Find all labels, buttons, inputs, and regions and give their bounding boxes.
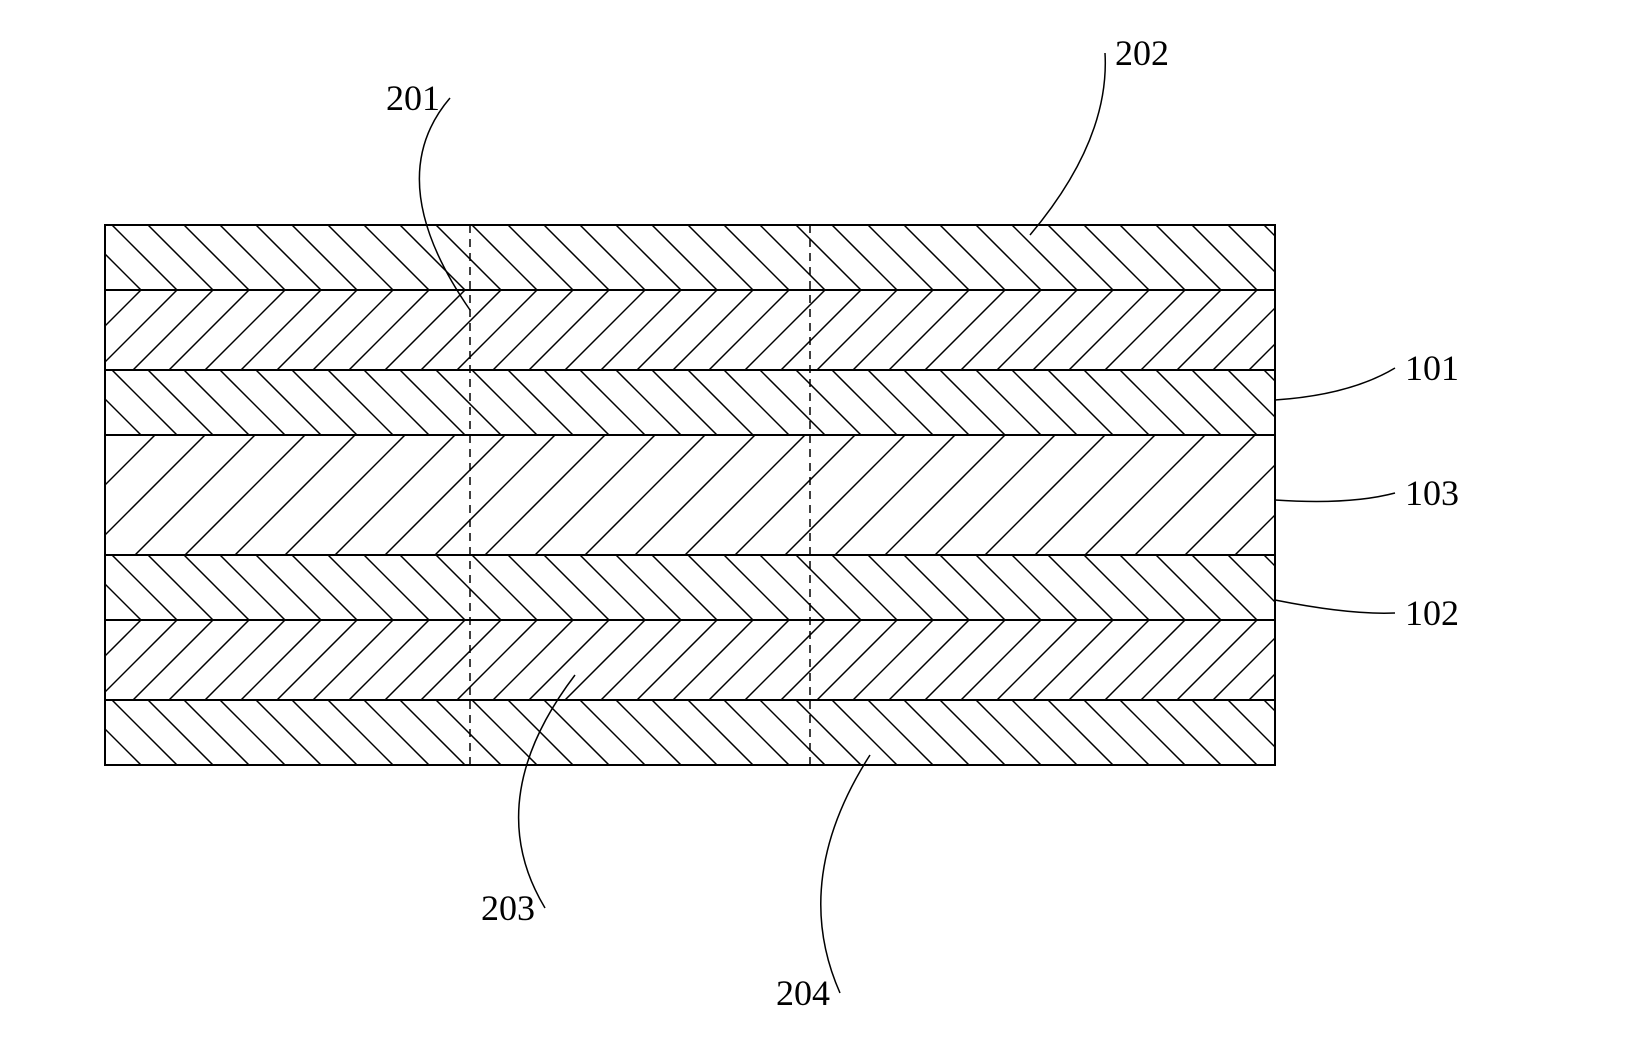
leader-203	[519, 675, 575, 908]
label-201: 201	[386, 78, 470, 310]
label-103: 103	[1275, 473, 1459, 513]
layer-L101	[4, 370, 1401, 435]
leader-101	[1275, 368, 1395, 400]
label-102: 102	[1275, 593, 1459, 633]
label-text-203: 203	[481, 888, 535, 928]
label-text-202: 202	[1115, 33, 1169, 73]
layer-L201	[0, 290, 1401, 370]
layer-L202	[4, 225, 1401, 290]
label-101: 101	[1275, 348, 1459, 400]
label-text-101: 101	[1405, 348, 1459, 388]
label-text-102: 102	[1405, 593, 1459, 633]
label-204: 204	[776, 755, 870, 1013]
layer-L204	[4, 700, 1401, 765]
leader-201	[419, 98, 470, 310]
label-text-103: 103	[1405, 473, 1459, 513]
label-text-201: 201	[386, 78, 440, 118]
leader-202	[1030, 53, 1105, 235]
leader-204	[821, 755, 870, 993]
label-202: 202	[1030, 33, 1169, 235]
leader-103	[1275, 493, 1395, 501]
leader-102	[1275, 600, 1395, 613]
layer-L203	[0, 620, 1401, 700]
layer-L102	[4, 555, 1401, 620]
layer-L103	[0, 435, 1505, 555]
label-203: 203	[481, 675, 575, 928]
label-text-204: 204	[776, 973, 830, 1013]
